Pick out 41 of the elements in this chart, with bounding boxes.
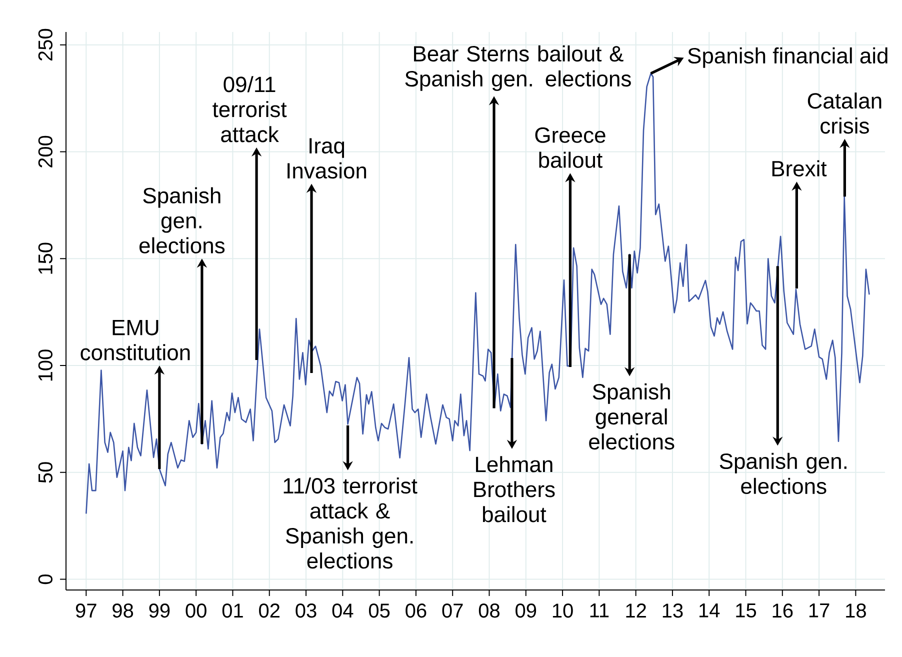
annotation: Greece bailout xyxy=(535,127,606,168)
y-tick-label: 200 xyxy=(38,136,52,168)
y-tick-label: 50 xyxy=(38,462,52,483)
annotation: EMU constitution xyxy=(80,320,190,360)
x-tick-label: 15 xyxy=(736,604,756,618)
x-tick-label: 02 xyxy=(259,604,280,618)
annotation: Lehman Brothers bailout xyxy=(474,456,555,522)
x-tick-label: 09 xyxy=(516,604,536,618)
x-tick-label: 03 xyxy=(296,604,316,618)
annotation: Spanish financial aid xyxy=(688,47,888,68)
x-tick-label: 10 xyxy=(552,604,573,618)
x-tick-label: 97 xyxy=(76,604,96,618)
x-tick-label: 00 xyxy=(186,604,206,618)
x-tick-label: 13 xyxy=(662,604,683,618)
x-tick-label: 06 xyxy=(406,604,426,618)
x-tick-label: 14 xyxy=(700,604,720,618)
y-tick-label: 0 xyxy=(38,574,52,584)
x-tick-label: 04 xyxy=(332,604,354,618)
annotation: 11/03 terrorist attack & Spanish gen. elections xyxy=(284,477,418,569)
annotation: Spanish general elections xyxy=(589,383,674,450)
annotation: 09/11 terrorist attack xyxy=(212,76,287,142)
x-tick-label: 08 xyxy=(478,604,500,618)
y-tick-label: 250 xyxy=(38,28,52,61)
y-tick-label: 150 xyxy=(38,242,52,274)
annotation: Iraq Invasion xyxy=(288,138,366,179)
x-tick-label: 99 xyxy=(149,604,170,618)
annotation: Spanish gen. elections xyxy=(720,452,846,494)
x-tick-label: 16 xyxy=(772,604,793,618)
x-tick-label: 05 xyxy=(368,604,390,618)
x-tick-label: 17 xyxy=(809,604,830,618)
annotation: Catalan crisis xyxy=(808,92,882,134)
annotation: Bear Sterns bailout & Spanish gen. elections xyxy=(405,45,631,91)
x-tick-label: 98 xyxy=(112,604,134,618)
x-tick-label: 07 xyxy=(442,604,463,618)
x-tick-label: 01 xyxy=(222,604,243,618)
x-tick-label: 12 xyxy=(626,604,646,618)
annotation: Spanish gen. elections xyxy=(139,187,225,254)
x-tick-label: 11 xyxy=(590,604,609,618)
annotation: Brexit xyxy=(772,160,827,176)
y-tick-label: 100 xyxy=(38,350,52,381)
x-tick-label: 18 xyxy=(846,604,866,618)
